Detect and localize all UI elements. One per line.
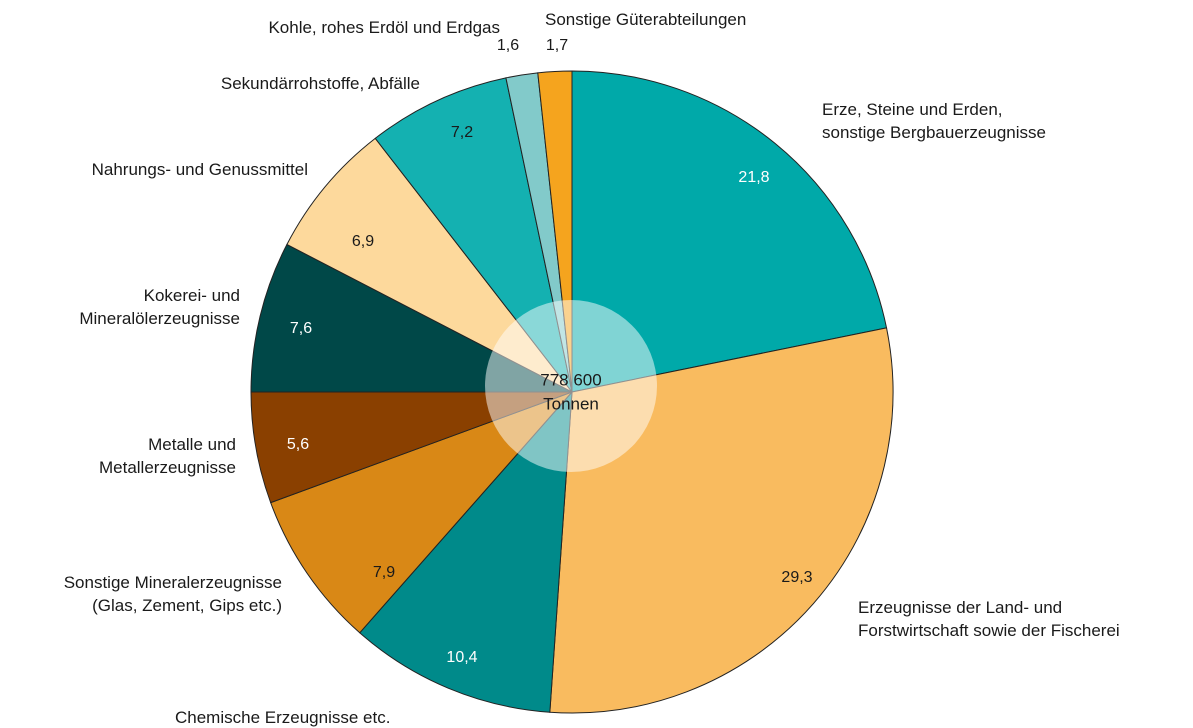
center-disc: [485, 300, 657, 472]
value-label: 7,2: [451, 124, 473, 141]
category-label: Nahrungs- und Genussmittel: [91, 160, 308, 179]
category-label: Metalle und Metallerzeugnisse: [98, 435, 236, 477]
category-label: Sekundärrohstoffe, Abfälle: [220, 74, 420, 93]
category-label: Kohle, rohes Erdöl und Erdgas: [268, 18, 500, 37]
center-total: 778 600: [540, 370, 601, 389]
value-label: 1,7: [546, 37, 568, 54]
value-label: 6,9: [352, 233, 374, 250]
category-label: Erzeugnisse der Land- und Forstwirtschaf…: [858, 598, 1120, 640]
category-label: Sonstige Mineralerzeugnisse (Glas, Zemen…: [63, 573, 282, 615]
value-label: 1,6: [497, 37, 519, 54]
pie-slice: [270, 391, 573, 634]
pie-slice: [359, 390, 573, 713]
category-label: Chemische Erzeugnisse etc.: [175, 708, 391, 727]
category-label: Sonstige Güterabteilungen: [545, 10, 747, 29]
value-label: 21,8: [738, 169, 769, 186]
pie-slice: [571, 70, 888, 393]
category-label: Kokerei- und Mineralölerzeugnisse: [79, 286, 240, 328]
value-label: 5,6: [287, 436, 309, 453]
pie-slice: [286, 137, 573, 393]
center-unit: Tonnen: [543, 394, 599, 413]
value-label: 7,6: [290, 320, 312, 337]
category-label: Erze, Steine und Erden, sonstige Bergbau…: [822, 100, 1046, 142]
value-label: 29,3: [781, 569, 812, 586]
value-label: 10,4: [446, 649, 477, 666]
value-label: 7,9: [373, 564, 395, 581]
pie-slice: [374, 77, 573, 393]
